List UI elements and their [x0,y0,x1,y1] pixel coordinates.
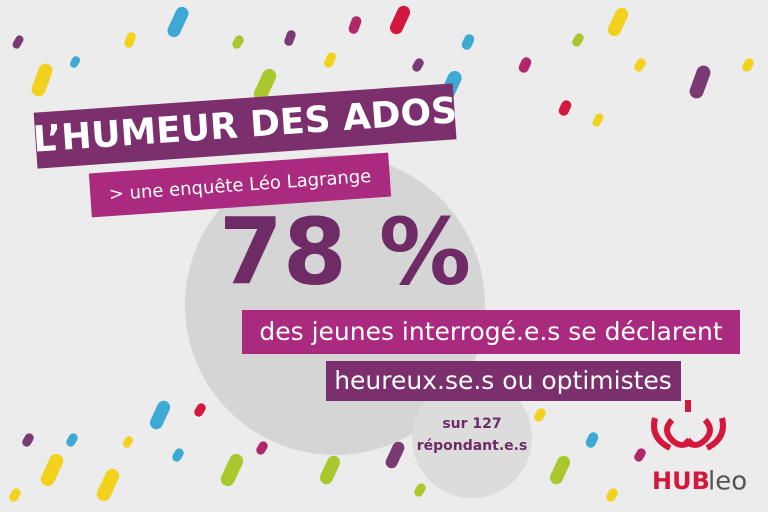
line1-bg [242,310,740,354]
logo-stroke [651,417,672,451]
subtitle-bg [88,152,392,218]
confetti-piece [549,455,571,485]
confetti-piece [220,453,244,487]
logo-stroke [705,417,726,451]
confetti-piece [385,441,405,469]
sample-line1: sur 127 [442,416,501,432]
confetti-piece [253,68,277,102]
confetti-piece [123,436,133,448]
confetti-piece [689,65,711,99]
confetti-piece [194,403,206,417]
confetti-piece [518,57,532,73]
confetti-piece [572,33,584,47]
confetti-piece [324,52,336,68]
confetti-piece [256,441,268,455]
confetti-piece [319,455,341,485]
line2-bg [326,361,681,401]
title-bg [33,83,457,169]
confetti-piece [742,58,754,72]
confetti-piece [389,5,411,35]
subtitle-band: > une enquête Léo Lagrange [88,152,392,218]
confetti-piece [412,58,424,72]
logo-stroke [682,417,713,448]
small-circle [412,378,532,498]
confetti-piece [124,32,136,48]
confetti-piece [66,433,78,447]
stat-value: 78 % [219,198,471,305]
stat-line1: des jeunes interrogé.e.s se déclarent [259,317,722,346]
confetti-piece [172,448,184,462]
confetti-piece [22,433,34,447]
confetti-piece [414,483,426,497]
confetti-piece [31,63,53,97]
confetti-piece [348,16,362,34]
logo-brand: HUB [652,467,710,495]
sample-line2: répondant.e.s [417,438,528,454]
confetti-piece [149,400,171,430]
confetti-piece [634,58,646,72]
logo-icon [651,400,726,451]
confetti-piece [558,100,572,116]
logo-name: leo [708,467,747,497]
confetti-piece [585,432,599,448]
confetti-piece [592,113,604,127]
confetti-piece [634,448,646,462]
confetti-piece [284,30,296,46]
confetti-piece [461,34,475,50]
stat-line2: heureux.se.s ou optimistes [334,366,672,395]
confetti-piece [70,56,80,68]
confetti-piece [96,468,120,502]
confetti-piece [534,408,546,422]
confetti-piece [40,453,64,487]
confetti-piece [167,6,189,38]
confetti-piece [607,7,629,37]
confetti-piece [9,488,21,502]
confetti-piece [606,488,618,502]
confetti-piece [12,35,24,49]
confetti-piece [232,35,244,49]
